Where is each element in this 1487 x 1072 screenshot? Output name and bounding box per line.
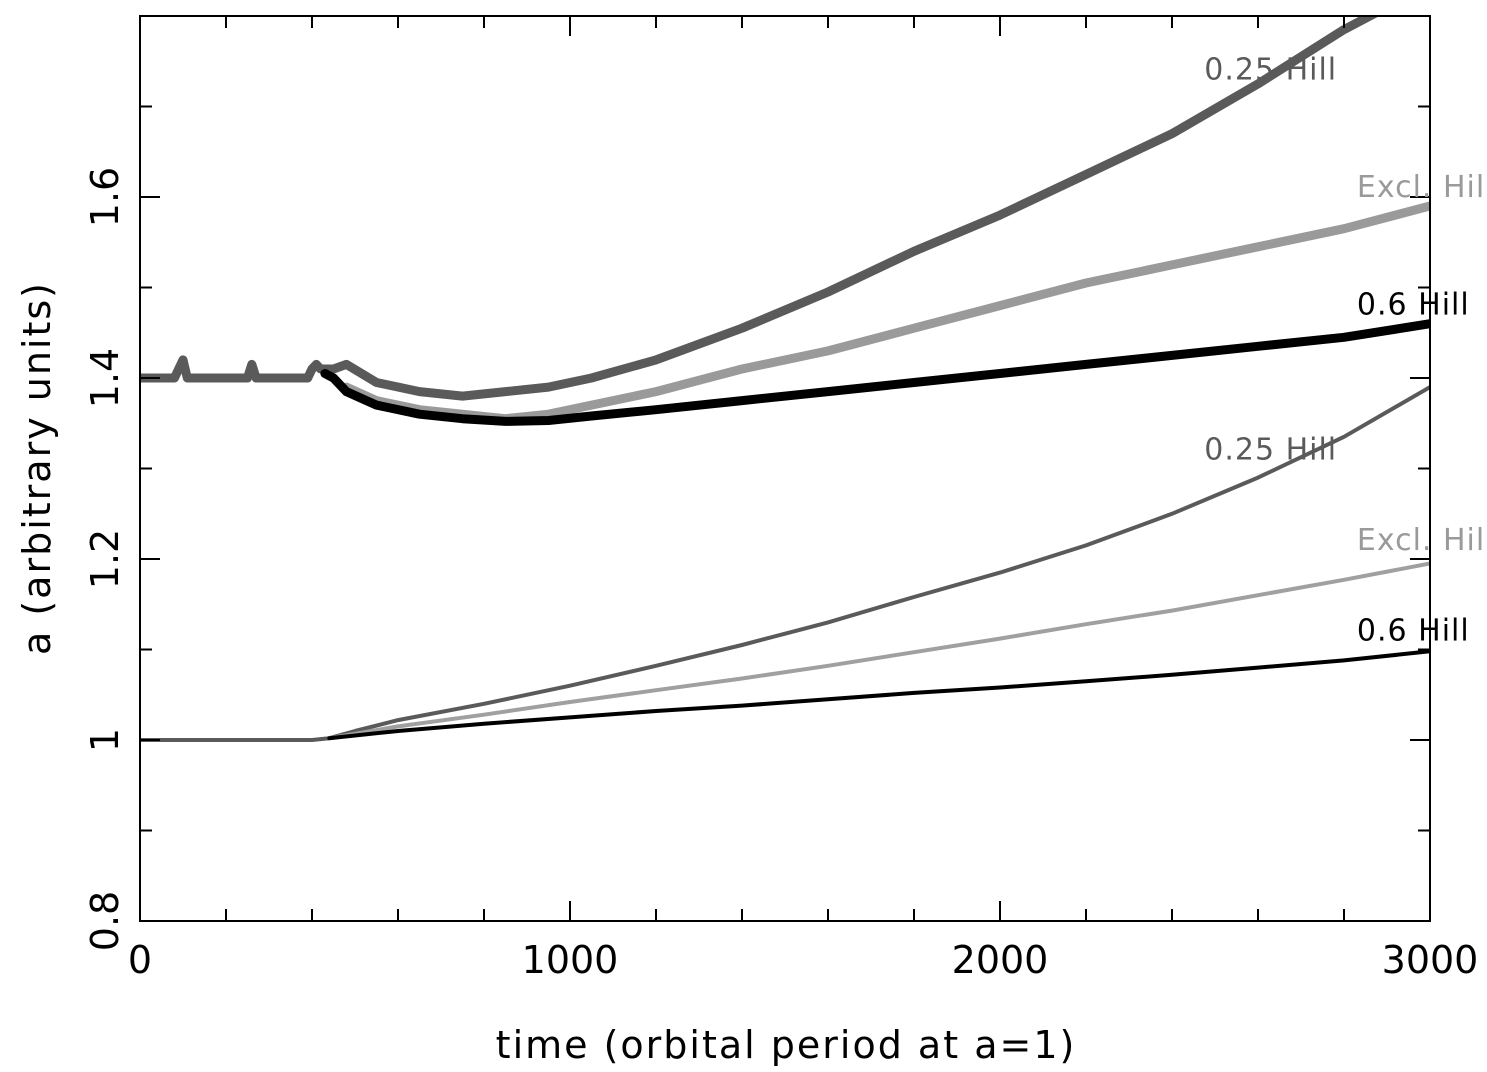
series-label-0-25-hill: 0.25 Hill [1204,52,1337,87]
series-line-upper-0-25-hill [140,16,1380,401]
x-axis-label: time (orbital period at a=1) [496,1023,1077,1067]
series-line-lower-0-6-hill [327,649,1430,741]
plot-area [140,16,1430,742]
y-axis-label: a (arbitrary units) [15,281,59,655]
y-tick-label: 1.6 [83,167,127,227]
x-tick-label: 2000 [952,938,1049,982]
y-tick-label: 0.8 [83,891,127,951]
plot-frame [139,15,1431,922]
series-label-excl-hill: Excl. Hill [1357,523,1487,558]
x-tick-label: 3000 [1382,938,1479,982]
y-tick-label: 1 [83,728,127,752]
x-tick-label: 0 [128,938,152,982]
axes: 0 1000 2000 3000 0.8 1 1.2 1.4 1.6 0.25 Hill Excl.… [83,15,1487,982]
x-tick-label: 1000 [522,938,619,982]
y-tick-label: 1.2 [83,529,127,589]
series-line-lower-excl-hill [327,561,1430,741]
series-line-upper-0-6-hill [320,319,1430,426]
series-label-0-6-hill: 0.6 Hill [1357,288,1470,323]
series-label-0-25-hill: 0.25 Hill [1204,432,1337,467]
series-label-0-6-hill: 0.6 Hill [1357,613,1470,648]
y-tick-label: 1.4 [83,348,127,408]
series-label-excl-hill: Excl. Hill [1357,170,1487,205]
